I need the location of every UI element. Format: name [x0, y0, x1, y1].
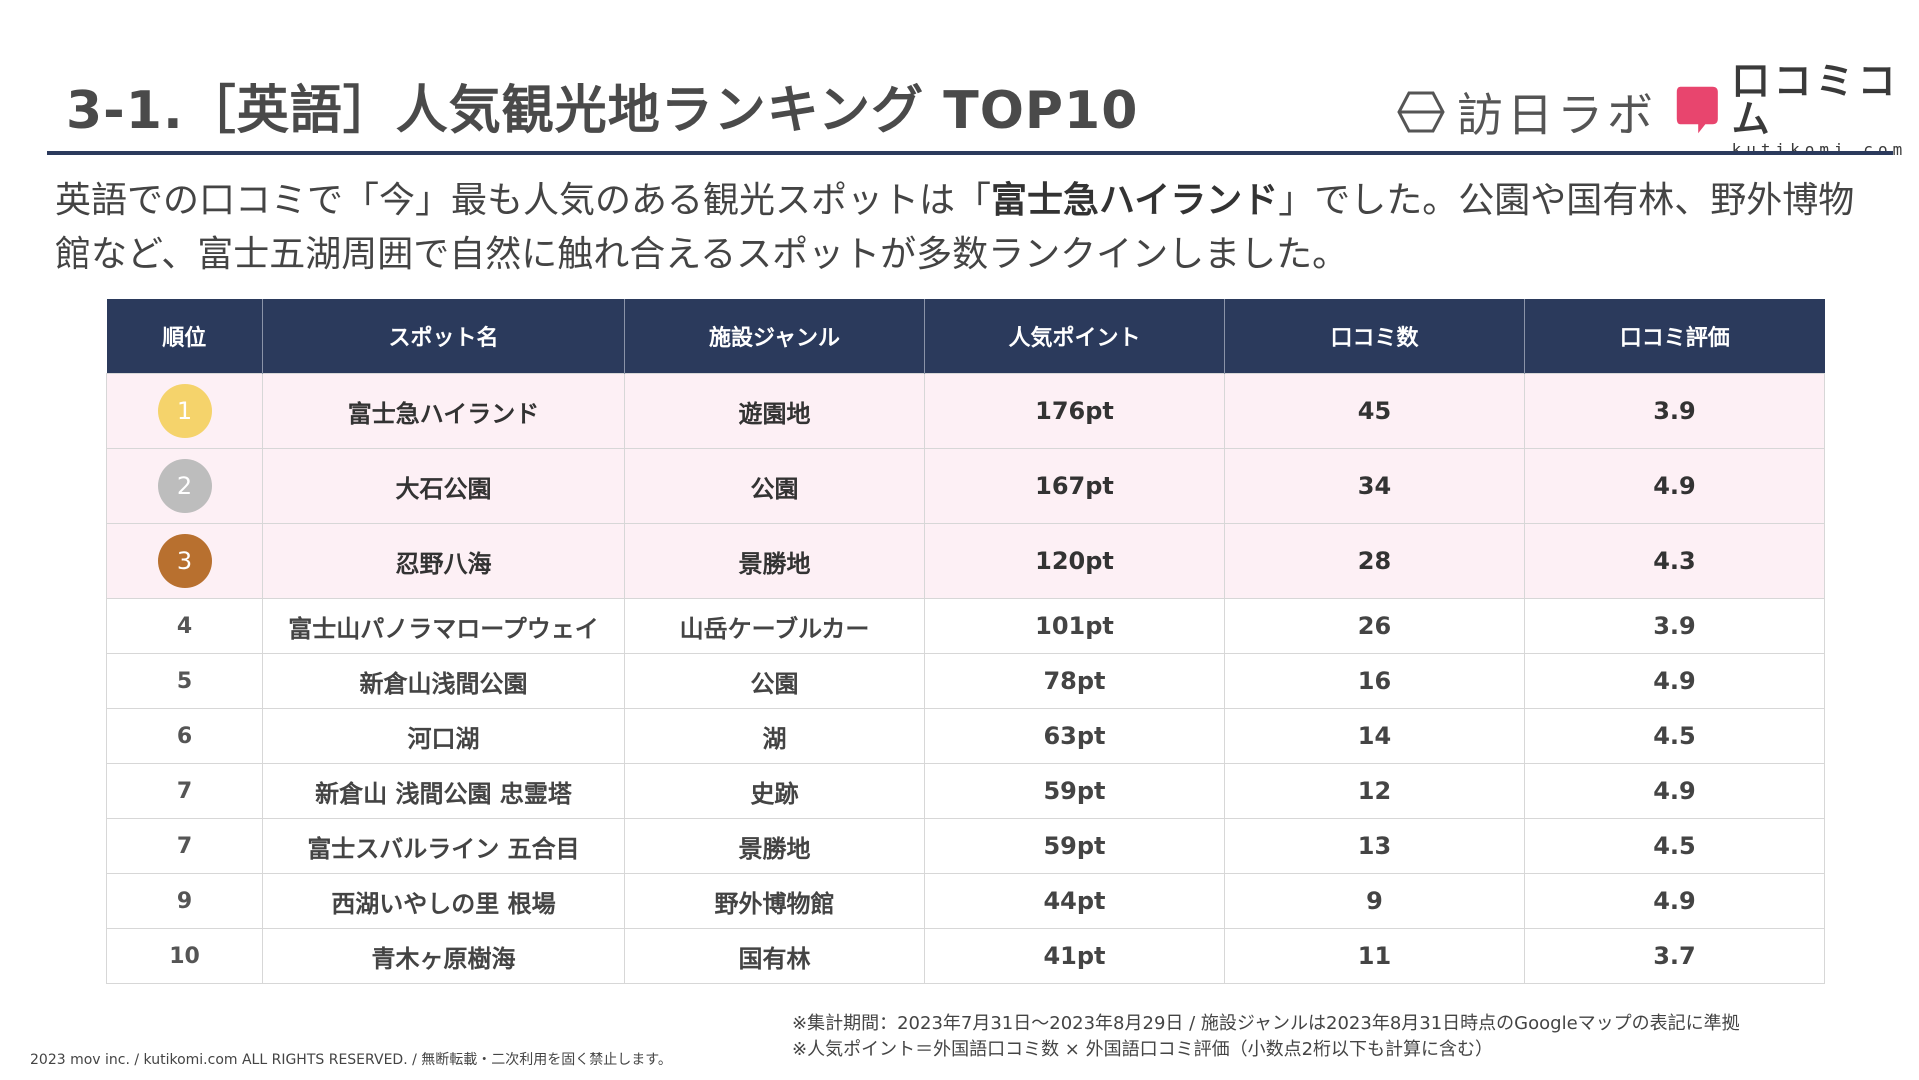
table-row: 7 新倉山 浅間公園 忠霊塔 史跡 59pt 12 4.9	[106, 763, 1825, 819]
rating-cell: 4.9	[1524, 653, 1825, 709]
speech-bubble-logo-icon	[1676, 86, 1718, 134]
column-header-genre: 施設ジャンル	[624, 299, 925, 374]
lead-highlight: 富士急ハイランド	[991, 180, 1279, 221]
kuchikomi-com-logo: 口コミコム kutikomi com	[1675, 62, 1919, 158]
genre-cell: 公園	[624, 653, 925, 709]
spot-name-cell: 新倉山 浅間公園 忠霊塔	[262, 763, 625, 819]
hexagon-logo-icon	[1397, 91, 1445, 133]
review-count-cell: 13	[1224, 818, 1525, 874]
title-divider	[47, 151, 1893, 155]
rank-cell: 9	[106, 873, 263, 929]
houjin-lab-logo-text: 訪日ラボ	[1457, 88, 1657, 142]
spot-name-cell: 新倉山浅間公園	[262, 653, 625, 709]
genre-cell: 国有林	[624, 928, 925, 984]
table-row: 4 富士山パノラマロープウェイ 山岳ケーブルカー 101pt 26 3.9	[106, 598, 1825, 654]
ranking-table: 順位 スポット名 施設ジャンル 人気ポイント 口コミ数 口コミ評価 1 富士急ハ…	[106, 299, 1825, 984]
column-header-points: 人気ポイント	[924, 299, 1225, 374]
rating-cell: 4.5	[1524, 818, 1825, 874]
copyright-notice: 2023 mov inc. / kutikomi.com ALL RIGHTS …	[30, 1052, 672, 1068]
rating-cell: 4.9	[1524, 448, 1825, 524]
review-count-cell: 16	[1224, 653, 1525, 709]
rating-cell: 3.9	[1524, 373, 1825, 449]
points-cell: 59pt	[924, 763, 1225, 819]
review-count-cell: 12	[1224, 763, 1525, 819]
footnotes: ※集計期間：2023年7月31日～2023年8月29日 / 施設ジャンルは202…	[792, 1011, 1740, 1063]
rank-cell: 7	[106, 763, 263, 819]
table-row: 7 富士スバルライン 五合目 景勝地 59pt 13 4.5	[106, 818, 1825, 874]
points-cell: 78pt	[924, 653, 1225, 709]
genre-cell: 景勝地	[624, 523, 925, 599]
spot-name-cell: 青木ヶ原樹海	[262, 928, 625, 984]
review-count-cell: 26	[1224, 598, 1525, 654]
table-row: 1 富士急ハイランド 遊園地 176pt 45 3.9	[106, 373, 1825, 449]
footnote-points-formula: ※人気ポイント＝外国語口コミ数 × 外国語口コミ評価（小数点2桁以下も計算に含む…	[792, 1039, 1494, 1060]
genre-cell: 公園	[624, 448, 925, 524]
rating-cell: 4.9	[1524, 763, 1825, 819]
review-count-cell: 28	[1224, 523, 1525, 599]
genre-cell: 野外博物館	[624, 873, 925, 929]
spot-name-cell: 河口湖	[262, 708, 625, 764]
points-cell: 59pt	[924, 818, 1225, 874]
column-header-spot-name: スポット名	[262, 299, 625, 374]
review-count-cell: 9	[1224, 873, 1525, 929]
table-row: 5 新倉山浅間公園 公園 78pt 16 4.9	[106, 653, 1825, 709]
gold-medal-badge: 1	[157, 384, 212, 438]
table-row: 2 大石公園 公園 167pt 34 4.9	[106, 448, 1825, 524]
column-header-review-count: 口コミ数	[1224, 299, 1525, 374]
rating-cell: 3.9	[1524, 598, 1825, 654]
rank-cell: 1	[106, 373, 263, 449]
page-title: 3-1.［英語］人気観光地ランキング TOP10	[66, 81, 1139, 141]
review-count-cell: 14	[1224, 708, 1525, 764]
points-cell: 44pt	[924, 873, 1225, 929]
column-header-rating: 口コミ評価	[1524, 299, 1825, 374]
column-header-rank: 順位	[106, 299, 263, 374]
rank-cell: 6	[106, 708, 263, 764]
table-row: 6 河口湖 湖 63pt 14 4.5	[106, 708, 1825, 764]
spot-name-cell: 富士急ハイランド	[262, 373, 625, 449]
points-cell: 41pt	[924, 928, 1225, 984]
table-row: 9 西湖いやしの里 根場 野外博物館 44pt 9 4.9	[106, 873, 1825, 929]
rank-cell: 3	[106, 523, 263, 599]
genre-cell: 遊園地	[624, 373, 925, 449]
spot-name-cell: 富士スバルライン 五合目	[262, 818, 625, 874]
spot-name-cell: 西湖いやしの里 根場	[262, 873, 625, 929]
rating-cell: 4.3	[1524, 523, 1825, 599]
table-row: 3 忍野八海 景勝地 120pt 28 4.3	[106, 523, 1825, 599]
rank-cell: 4	[106, 598, 263, 654]
lead-text-after: 」でした。公園や国有林、野外博物館など、富士五湖周囲で自然に触れ合えるスポットが…	[55, 180, 1855, 275]
review-count-cell: 11	[1224, 928, 1525, 984]
genre-cell: 景勝地	[624, 818, 925, 874]
genre-cell: 山岳ケーブルカー	[624, 598, 925, 654]
lead-paragraph: 英語での口コミで「今」最も人気のある観光スポットは「富士急ハイランド」でした。公…	[55, 174, 1875, 282]
spot-name-cell: 大石公園	[262, 448, 625, 524]
points-cell: 63pt	[924, 708, 1225, 764]
rank-cell: 10	[106, 928, 263, 984]
rank-cell: 5	[106, 653, 263, 709]
rating-cell: 4.9	[1524, 873, 1825, 929]
table-header-row: 順位 スポット名 施設ジャンル 人気ポイント 口コミ数 口コミ評価	[106, 299, 1825, 374]
review-count-cell: 34	[1224, 448, 1525, 524]
table-row: 10 青木ヶ原樹海 国有林 41pt 11 3.7	[106, 928, 1825, 984]
kuchikomi-logo-text: 口コミコム	[1731, 59, 1900, 141]
kuchikomi-logo-subtext: kutikomi com	[1731, 140, 1908, 159]
genre-cell: 湖	[624, 708, 925, 764]
spot-name-cell: 忍野八海	[262, 523, 625, 599]
points-cell: 167pt	[924, 448, 1225, 524]
points-cell: 176pt	[924, 373, 1225, 449]
rating-cell: 4.5	[1524, 708, 1825, 764]
footnote-period: ※集計期間：2023年7月31日～2023年8月29日 / 施設ジャンルは202…	[792, 1013, 1740, 1034]
rating-cell: 3.7	[1524, 928, 1825, 984]
lead-text-before: 英語での口コミで「今」最も人気のある観光スポットは「	[55, 180, 992, 221]
points-cell: 120pt	[924, 523, 1225, 599]
bronze-medal-badge: 3	[157, 534, 212, 588]
review-count-cell: 45	[1224, 373, 1525, 449]
genre-cell: 史跡	[624, 763, 925, 819]
points-cell: 101pt	[924, 598, 1225, 654]
rank-cell: 7	[106, 818, 263, 874]
silver-medal-badge: 2	[157, 459, 212, 513]
houjin-lab-logo: 訪日ラボ	[1397, 84, 1657, 142]
rank-cell: 2	[106, 448, 263, 524]
spot-name-cell: 富士山パノラマロープウェイ	[262, 598, 625, 654]
